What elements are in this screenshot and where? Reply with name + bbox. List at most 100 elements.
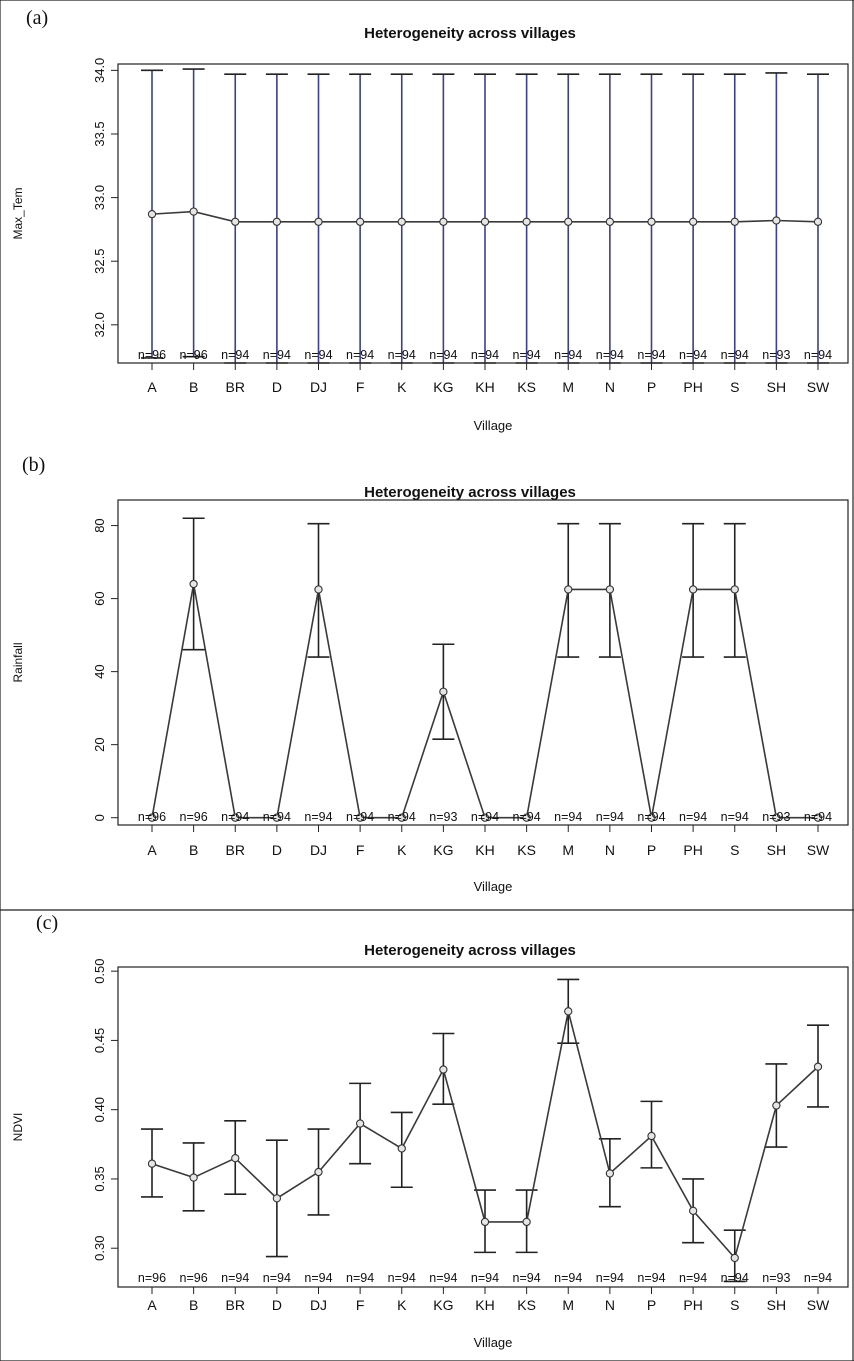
data-point (688, 217, 698, 226)
x-tick-label: KS (517, 1297, 536, 1313)
y-axis-label: Rainfall (11, 642, 25, 682)
x-tick-label: K (397, 379, 407, 395)
n-count-label: n=94 (637, 348, 665, 362)
data-point (730, 217, 739, 226)
x-tick-label: SW (807, 842, 830, 858)
n-count-label: n=94 (388, 348, 416, 362)
n-count-label: n=94 (679, 1271, 707, 1285)
data-point (605, 585, 615, 594)
x-tick-label: BR (226, 1297, 245, 1313)
y-tick-label: 32.0 (92, 312, 107, 337)
x-tick-label: M (562, 842, 574, 858)
x-tick-label: KS (517, 842, 536, 858)
x-tick-label: N (605, 1297, 615, 1313)
x-tick-label: S (730, 1297, 739, 1313)
data-point (605, 217, 615, 226)
n-count-label: n=94 (596, 810, 624, 824)
chart-svg-0: (a) Heterogeneity across villages 32.0 32.5… (11, 7, 849, 433)
x-tick-label: BR (226, 379, 245, 395)
n-count-label: n=94 (263, 348, 291, 362)
y-tick-label: 60 (92, 591, 107, 605)
y-tick-label: 40 (92, 664, 107, 678)
data-point (772, 813, 781, 822)
panel-a: (a) Heterogeneity across villages 32.0 32.5… (0, 0, 854, 455)
n-count-label: n=94 (596, 1271, 624, 1285)
x-tick-label: S (730, 842, 739, 858)
y-tick-label: 20 (92, 737, 107, 751)
n-count-label: n=94 (429, 348, 457, 362)
n-count-label: n=94 (679, 348, 707, 362)
data-point (439, 217, 448, 226)
n-count-label: n=94 (637, 810, 665, 824)
n-count-label: n=96 (138, 348, 166, 362)
n-count-label: n=93 (762, 348, 790, 362)
chart-title: Heterogeneity across villages (364, 484, 576, 501)
x-axis-label: Village (474, 879, 513, 894)
x-tick-label: S (730, 379, 739, 395)
data-point (231, 217, 240, 226)
data-point (189, 579, 198, 589)
chart-title: Heterogeneity across villages (364, 942, 576, 959)
data-point (647, 813, 656, 822)
data-point (272, 217, 282, 226)
plot-area-border (117, 63, 849, 364)
x-tick-label: KG (433, 379, 453, 395)
x-tick-label: B (189, 379, 198, 395)
x-tick-label: D (272, 1297, 282, 1313)
data-point (813, 1062, 823, 1071)
data-point (439, 1065, 448, 1074)
data-point (397, 1144, 406, 1153)
chart-svg-1: (b) Heterogeneity across villages 0 20 40 60 8… (11, 455, 849, 894)
y-tick-label: 80 (92, 518, 107, 532)
y-tick-label: 0.50 (92, 958, 107, 983)
x-tick-label: SH (767, 379, 786, 395)
data-point (439, 687, 448, 696)
data-point (772, 1101, 781, 1110)
x-tick-label: SW (807, 379, 830, 395)
n-count-label: n=94 (554, 348, 582, 362)
data-point (189, 207, 198, 216)
data-point (147, 1159, 157, 1168)
x-tick-label: PH (683, 842, 702, 858)
data-point (355, 813, 365, 822)
n-count-label: n=93 (762, 810, 790, 824)
data-point (397, 813, 406, 822)
n-count-label: n=96 (138, 1271, 166, 1285)
x-tick-label: SW (807, 1297, 830, 1313)
n-count-label: n=94 (304, 1271, 332, 1285)
x-tick-label: SH (767, 842, 786, 858)
data-point (813, 813, 823, 822)
data-point (564, 585, 573, 594)
y-axis-label: NDVI (11, 1113, 25, 1142)
data-point (522, 813, 531, 822)
data-point (397, 217, 406, 226)
n-count-label: n=94 (304, 810, 332, 824)
data-point (688, 1206, 698, 1215)
chart-svg-2: (c) Heterogeneity across villages 0.30 0.35… (11, 912, 849, 1350)
n-count-label: n=94 (721, 348, 749, 362)
x-tick-label: DJ (310, 1297, 327, 1313)
x-tick-label: A (147, 379, 157, 395)
x-tick-label: K (397, 842, 407, 858)
n-count-label: n=94 (513, 810, 541, 824)
x-tick-label: A (147, 1297, 157, 1313)
data-point (564, 217, 573, 226)
n-count-label: n=94 (554, 810, 582, 824)
y-tick-label: 0.40 (92, 1097, 107, 1122)
x-axis-label: Village (474, 418, 513, 433)
n-count-label: n=94 (721, 810, 749, 824)
n-count-label: n=94 (221, 348, 249, 362)
n-count-label: n=94 (346, 810, 374, 824)
n-count-label: n=94 (471, 348, 499, 362)
x-tick-label: F (356, 379, 365, 395)
n-count-label: n=94 (637, 1271, 665, 1285)
x-tick-label: KG (433, 1297, 453, 1313)
panel-c: (c) Heterogeneity across villages 0.30 0.35… (0, 910, 854, 1361)
data-point (564, 1007, 573, 1016)
n-count-label: n=94 (346, 1271, 374, 1285)
x-tick-label: KG (433, 842, 453, 858)
data-point (314, 585, 323, 594)
x-tick-label: F (356, 1297, 365, 1313)
x-tick-label: KH (475, 842, 494, 858)
